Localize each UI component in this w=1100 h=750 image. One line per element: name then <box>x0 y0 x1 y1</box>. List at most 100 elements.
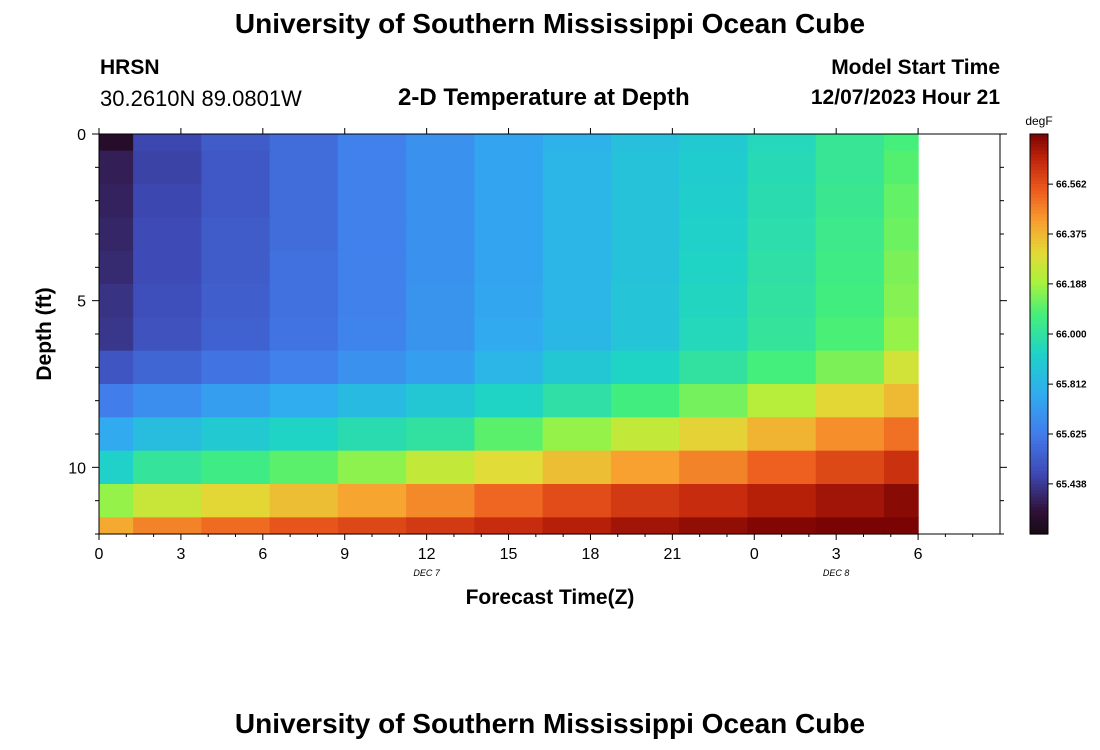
heatmap-cell <box>883 484 919 518</box>
colorbar-tick-label: 66.188 <box>1056 279 1087 290</box>
colorbar-unit: degF <box>1025 114 1052 128</box>
colorbar-segment <box>1030 457 1048 462</box>
heatmap-cell <box>883 184 919 218</box>
heatmap-cell <box>883 217 919 252</box>
heatmap-cell <box>542 317 612 352</box>
colorbar-segment <box>1030 334 1048 338</box>
colorbar-segment <box>1030 420 1048 425</box>
heatmap-cell <box>406 250 476 285</box>
heatmap-cell <box>474 317 544 352</box>
x-tick-label: 21 <box>663 546 681 563</box>
heatmap-cell <box>337 217 407 252</box>
heatmap-cell <box>133 134 202 152</box>
station-id: HRSN <box>100 56 160 79</box>
heatmap-cell <box>815 317 885 352</box>
heatmap-cell <box>99 317 134 352</box>
heatmap-cell <box>542 284 612 318</box>
y-tick-label: 0 <box>77 127 86 144</box>
heatmap-cell <box>610 517 680 535</box>
colorbar-segment <box>1030 224 1048 228</box>
heatmap-cell <box>269 350 339 385</box>
colorbar-segment <box>1030 237 1048 242</box>
heatmap-cell <box>201 450 271 485</box>
axis-tick-labels: 0 3 6 9 12 15 18 21 0 3 6 DEC 7 DEC 8 0 5 10 <box>68 127 922 578</box>
heatmap-cell <box>542 150 612 185</box>
colorbar-segment <box>1030 174 1048 178</box>
colorbar-segment <box>1030 500 1048 505</box>
colorbar-segment <box>1030 220 1048 225</box>
colorbar-segment <box>1030 484 1048 488</box>
date-label: DEC 8 <box>823 568 850 578</box>
heatmap-cell <box>269 417 339 452</box>
colorbar-segment <box>1030 340 1048 345</box>
colorbar-segment <box>1030 450 1048 455</box>
heatmap-cell <box>610 284 680 318</box>
colorbar-segment <box>1030 234 1048 238</box>
heatmap-cell <box>133 484 202 518</box>
x-tick-label: 3 <box>832 546 841 563</box>
heatmap-cells <box>99 134 919 535</box>
colorbar-segment <box>1030 320 1048 325</box>
heatmap-cell <box>201 184 271 218</box>
colorbar-segment <box>1030 290 1048 295</box>
heatmap-cell <box>747 150 817 185</box>
heatmap-cell <box>542 450 612 485</box>
colorbar-segment <box>1030 387 1048 392</box>
colorbar-segment <box>1030 280 1048 285</box>
heatmap-cell <box>679 417 749 452</box>
heatmap-cell <box>747 484 817 518</box>
heatmap-cell <box>337 384 407 418</box>
colorbar-segment <box>1030 444 1048 448</box>
heatmap-cell <box>406 450 476 485</box>
heatmap-cell <box>99 284 134 318</box>
heatmap-cell <box>747 517 817 535</box>
heatmap-cell <box>747 417 817 452</box>
heatmap-cell <box>542 134 612 152</box>
heatmap-cell <box>610 317 680 352</box>
colorbar-segment <box>1030 400 1048 405</box>
colorbar-segment <box>1030 354 1048 358</box>
heatmap-cell <box>269 484 339 518</box>
colorbar-segment <box>1030 277 1048 282</box>
colorbar-segment <box>1030 257 1048 262</box>
model-start-value: 12/07/2023 Hour 21 <box>810 86 1000 109</box>
heatmap-cell <box>815 384 885 418</box>
heatmap-cell <box>133 450 202 485</box>
colorbar-segment <box>1030 494 1048 498</box>
colorbar-segment <box>1030 437 1048 442</box>
heatmap-cell <box>406 134 476 152</box>
colorbar-tick-label: 66.000 <box>1056 330 1087 341</box>
colorbar-segment <box>1030 417 1048 422</box>
heatmap-cell <box>406 284 476 318</box>
heatmap-cell <box>406 484 476 518</box>
heatmap-cell <box>474 384 544 418</box>
colorbar-segment <box>1030 300 1048 305</box>
heatmap-cell <box>542 350 612 385</box>
heatmap-cell <box>99 450 134 485</box>
colorbar-segment <box>1030 454 1048 458</box>
heatmap-cell <box>99 517 134 535</box>
heatmap-cell <box>133 317 202 352</box>
colorbar-segment <box>1030 374 1048 378</box>
colorbar-segment <box>1030 200 1048 205</box>
colorbar-segment <box>1030 510 1048 515</box>
colorbar-segment <box>1030 230 1048 235</box>
heatmap-cell <box>99 417 134 452</box>
colorbar-segment <box>1030 190 1048 195</box>
heatmap-cell <box>133 184 202 218</box>
colorbar-segment <box>1030 480 1048 485</box>
colorbar-segment <box>1030 407 1048 412</box>
colorbar-segment <box>1030 497 1048 502</box>
colorbar-segment <box>1030 184 1048 188</box>
colorbar-segment <box>1030 427 1048 432</box>
heatmap-cell <box>474 134 544 152</box>
heatmap-cell <box>610 134 680 152</box>
colorbar-tick-label: 65.625 <box>1056 430 1087 441</box>
heatmap-cell <box>883 317 919 352</box>
heatmap-cell <box>815 217 885 252</box>
colorbar-segment <box>1030 377 1048 382</box>
colorbar-segment <box>1030 440 1048 445</box>
heatmap-cell <box>269 150 339 185</box>
heatmap-cell <box>679 284 749 318</box>
heatmap-cell <box>337 484 407 518</box>
